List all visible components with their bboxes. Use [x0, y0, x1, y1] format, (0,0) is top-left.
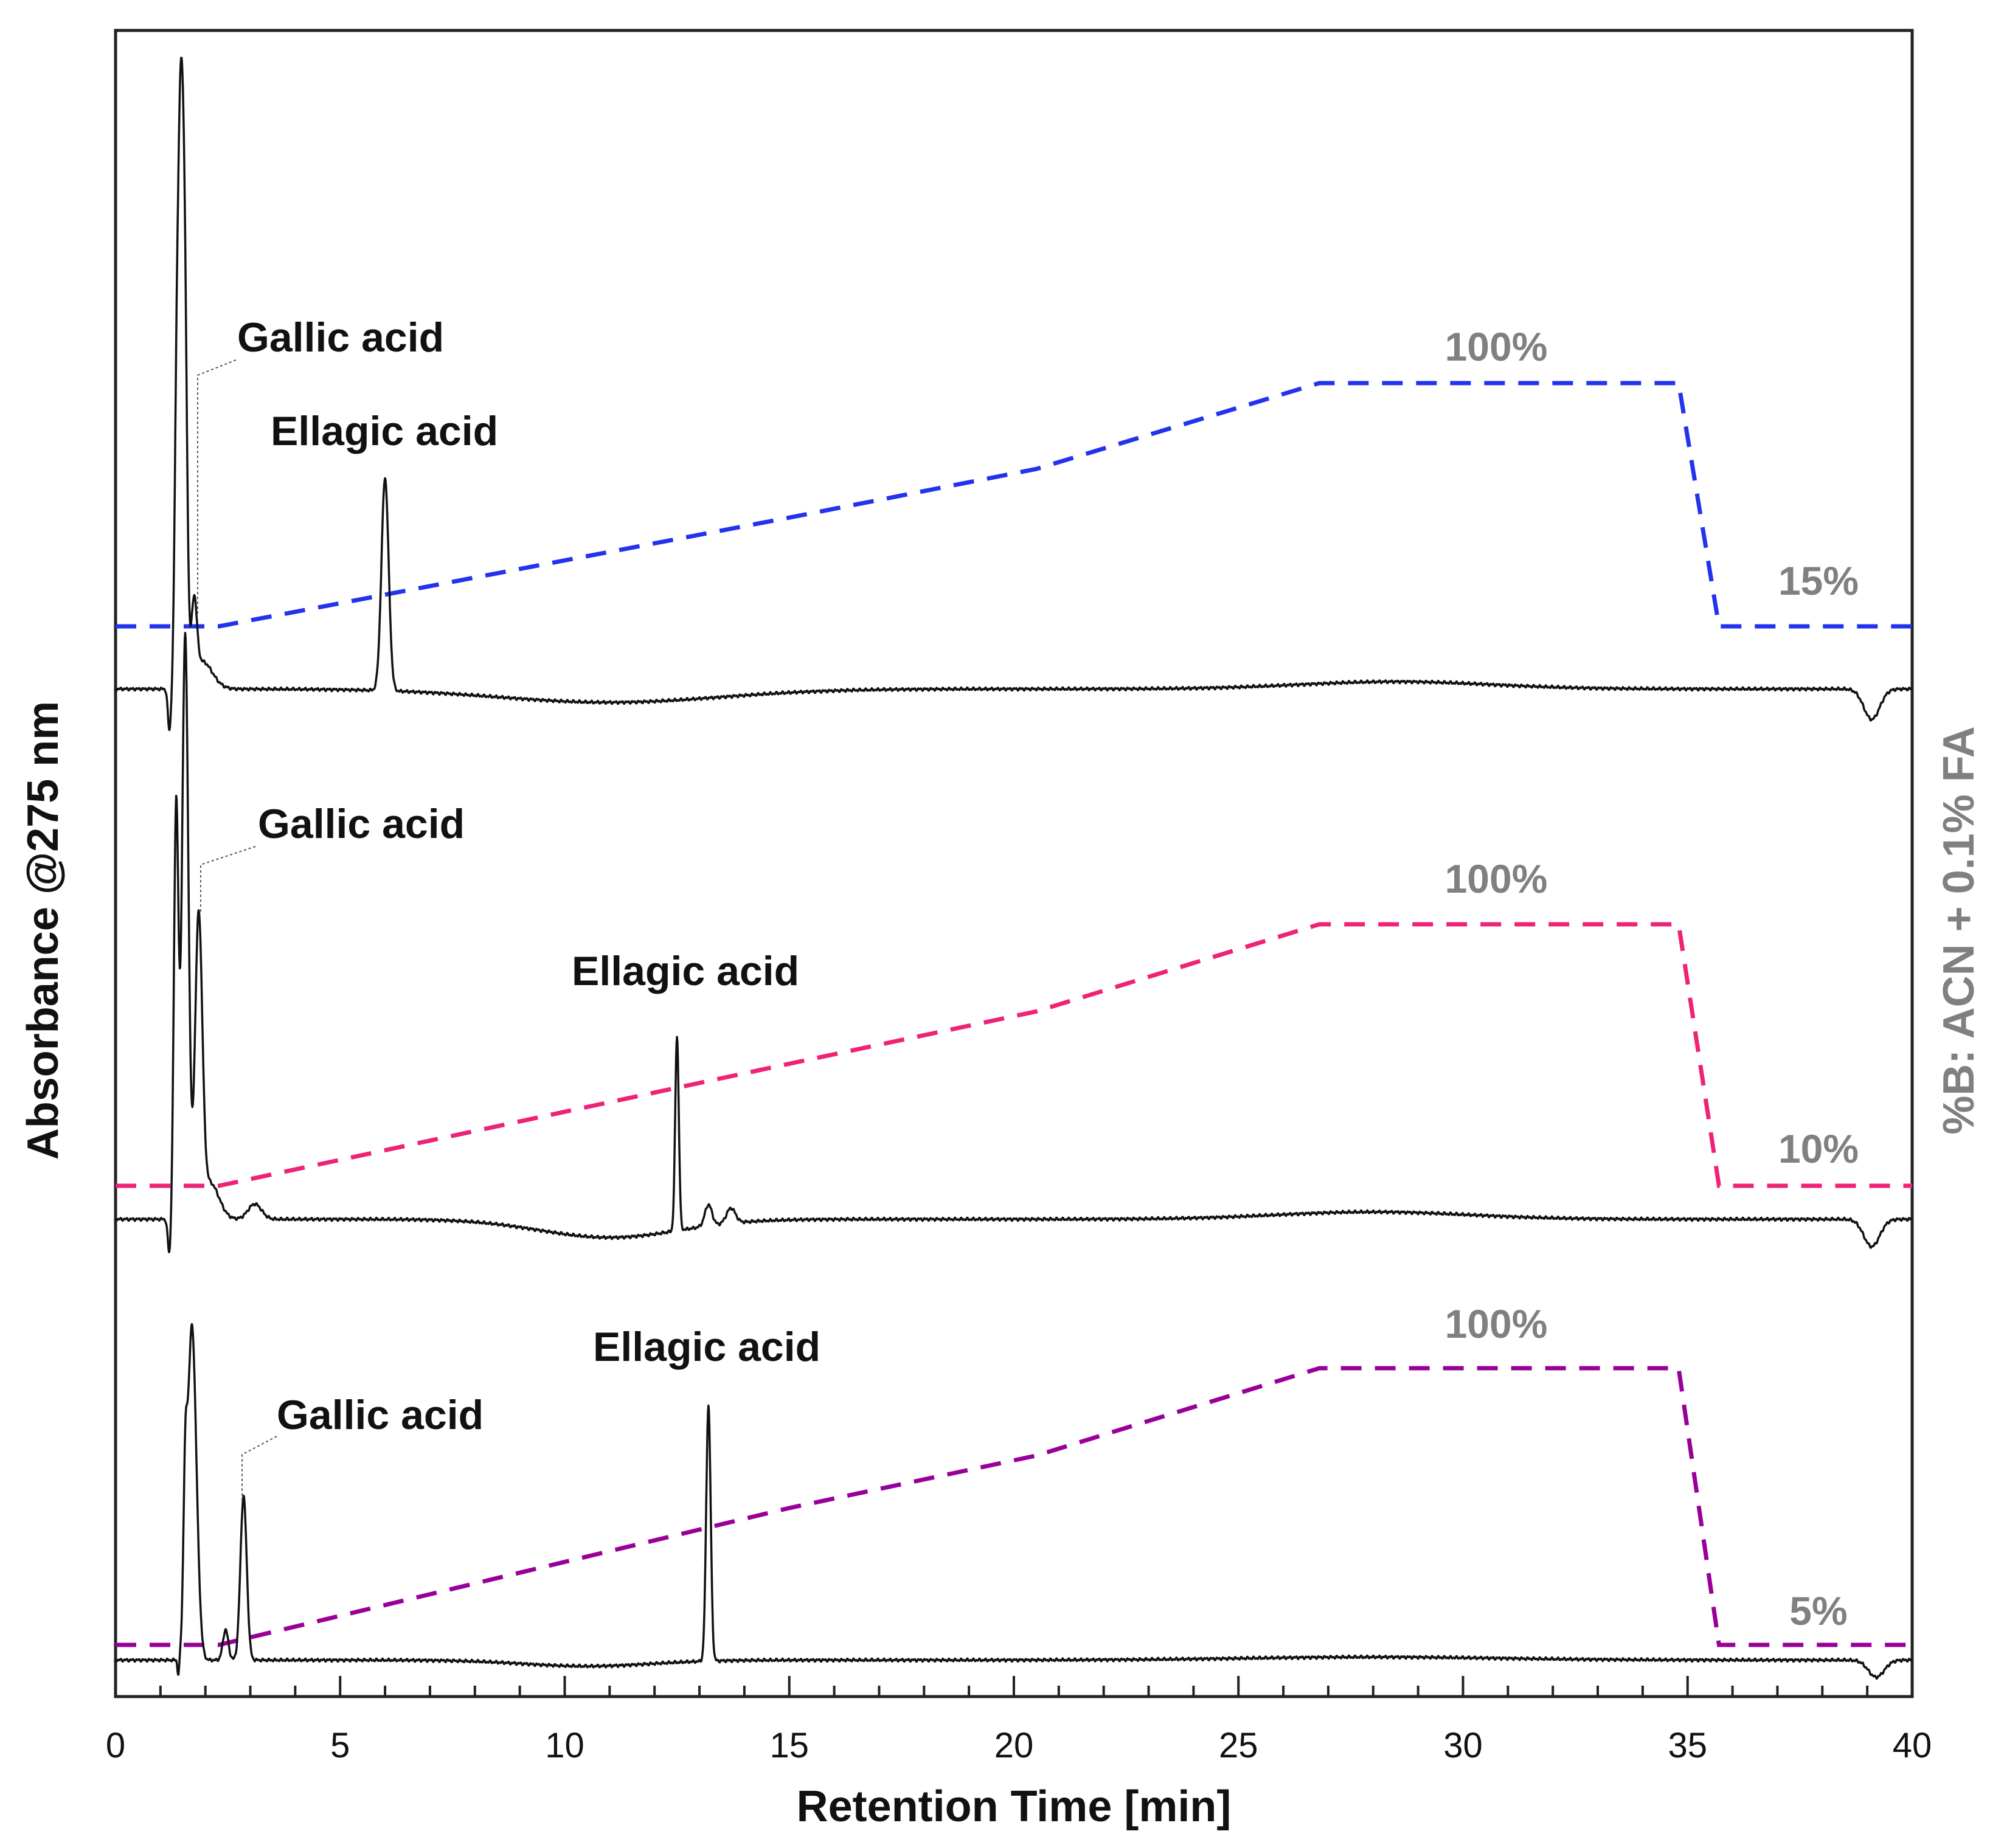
peak-label-ellagic-acid: Ellagic acid: [593, 1324, 820, 1370]
gradient-start-label: 5%: [1789, 1588, 1847, 1633]
peak-label-gallic-acid: Gallic acid: [237, 314, 444, 361]
peak-label-ellagic-acid: Ellagic acid: [572, 948, 799, 994]
chromatogram-trace-top: [114, 57, 1913, 732]
chromatogram-traces: [114, 57, 1913, 1680]
x-tick-label: 10: [545, 1726, 584, 1765]
y-axis-title: Absorbance @275 nm: [19, 701, 68, 1160]
gradient-end-label: 100%: [1445, 324, 1548, 369]
x-tick-label: 35: [1668, 1726, 1707, 1765]
annotations: Gallic acid Ellagic acid 100% 15% Gallic aci…: [197, 314, 1859, 1633]
x-axis: 0 5 10 15 20 25 30 35 40: [106, 1676, 1932, 1765]
gradient-lines: [116, 381, 1912, 1647]
chromatogram-trace-middle: [114, 632, 1913, 1253]
x-tick-label: 20: [994, 1726, 1034, 1765]
peak-label-gallic-acid: Gallic acid: [258, 801, 465, 847]
x-tick-label: 30: [1443, 1726, 1483, 1765]
plot-frame: [114, 29, 1914, 1698]
gallic-acid-leader-line: [200, 846, 256, 912]
chromatogram-trace-bottom: [114, 1323, 1913, 1680]
gradient-end-label: 100%: [1445, 856, 1548, 901]
x-axis-title: Retention Time [min]: [797, 1782, 1232, 1831]
x-tick-label: 0: [106, 1726, 125, 1765]
gradient-start-label: 10%: [1778, 1126, 1859, 1171]
peak-label-gallic-acid: Gallic acid: [277, 1392, 484, 1438]
gallic-acid-leader-line: [241, 1436, 277, 1502]
x-tick-label: 5: [330, 1726, 350, 1765]
gallic-acid-leader-line: [197, 359, 237, 614]
gradient-start-label: 15%: [1778, 558, 1859, 603]
gradient-line-middle: [116, 922, 1912, 1188]
y2-axis-title: %B: ACN + 0.1% FA: [1935, 726, 1983, 1134]
peak-label-ellagic-acid: Ellagic acid: [271, 408, 498, 454]
x-tick-label: 40: [1893, 1726, 1932, 1765]
x-tick-label: 15: [769, 1726, 809, 1765]
gradient-end-label: 100%: [1445, 1301, 1548, 1346]
x-tick-label: 25: [1219, 1726, 1258, 1765]
gradient-line-bottom: [116, 1366, 1912, 1647]
